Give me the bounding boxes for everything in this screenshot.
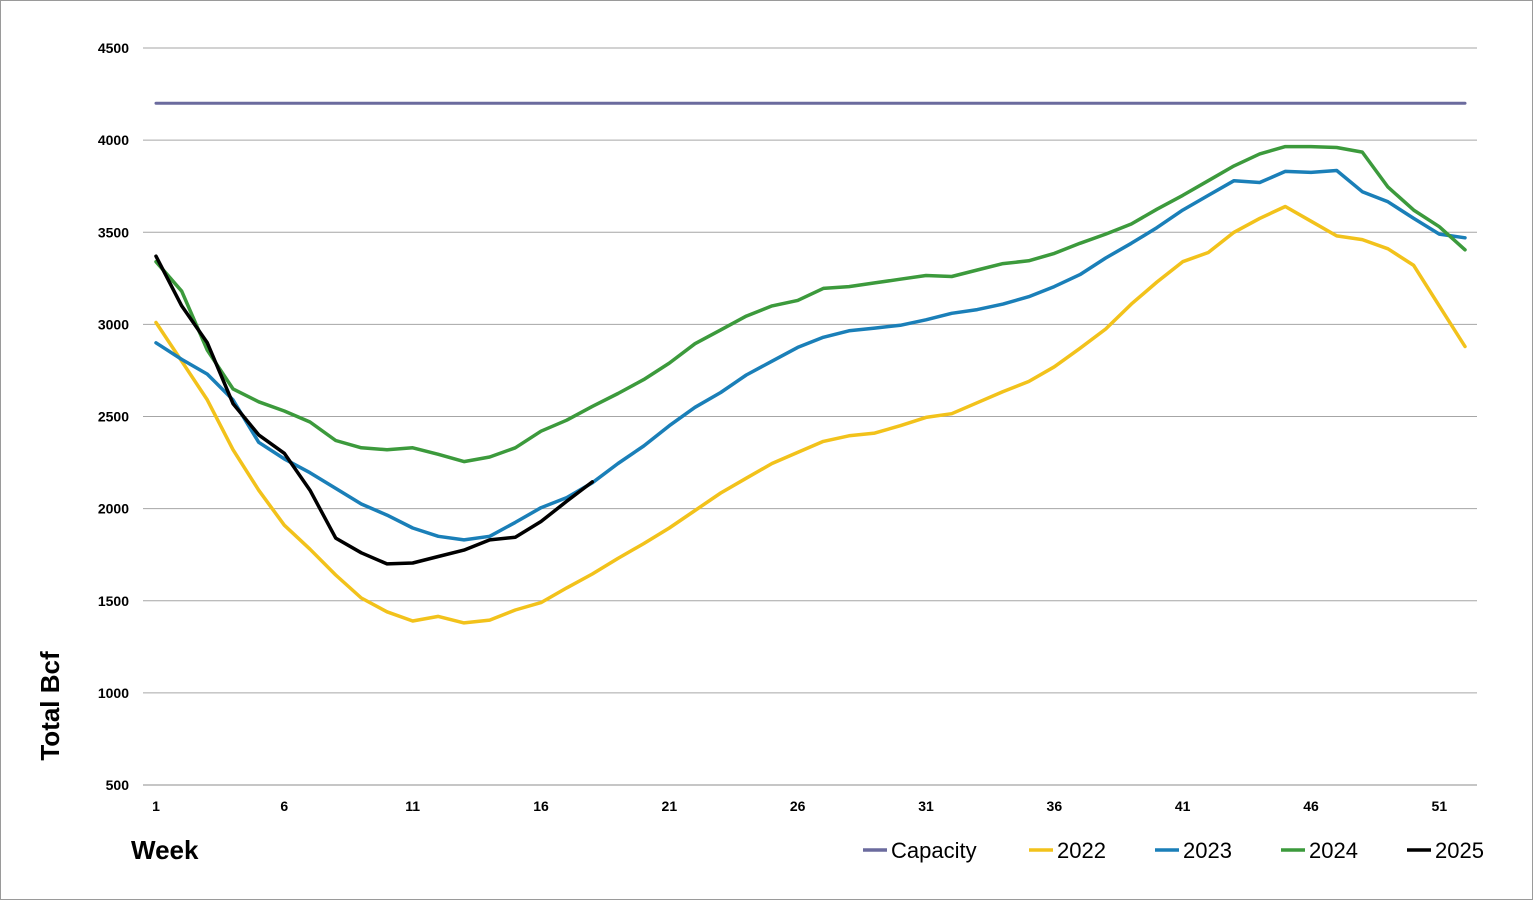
x-tick-label: 21 xyxy=(662,798,678,814)
legend-label: 2023 xyxy=(1183,838,1232,863)
gridlines xyxy=(143,47,1477,786)
y-tick-label: 3500 xyxy=(98,224,129,240)
legend-label: 2025 xyxy=(1435,838,1484,863)
x-tick-label: 46 xyxy=(1303,798,1319,814)
y-tick-label: 1000 xyxy=(98,685,129,701)
x-tick-label: 51 xyxy=(1432,798,1448,814)
x-tick-label: 6 xyxy=(280,798,288,814)
x-tick-label: 36 xyxy=(1047,798,1063,814)
legend-item-capacity: Capacity xyxy=(863,838,977,863)
y-tick-label: 3000 xyxy=(98,316,129,332)
x-tick-label: 1 xyxy=(152,798,160,814)
x-tick-label: 16 xyxy=(533,798,549,814)
y-tick-label: 4500 xyxy=(98,40,129,56)
series-line-2025 xyxy=(154,254,595,566)
legend-label: Capacity xyxy=(891,838,977,863)
legend-item-2022: 2022 xyxy=(1029,838,1106,863)
legend-label: 2022 xyxy=(1057,838,1106,863)
series-line-2023 xyxy=(154,168,1467,542)
series-line-2024 xyxy=(154,144,1467,464)
x-axis-ticks: 1 6 11 16 21 26 31 36 41 46 51 xyxy=(152,798,1447,814)
series-line-2022 xyxy=(154,204,1467,625)
y-axis-ticks: 500 1000 1500 2000 2500 3000 3500 4000 4500 xyxy=(98,40,129,793)
x-tick-label: 11 xyxy=(405,798,420,814)
legend-item-2024: 2024 xyxy=(1281,838,1358,863)
legend-item-2023: 2023 xyxy=(1155,838,1232,863)
legend-label: 2024 xyxy=(1309,838,1358,863)
y-tick-label: 2500 xyxy=(98,409,129,425)
x-tick-label: 31 xyxy=(918,798,934,814)
y-tick-label: 1500 xyxy=(98,593,129,609)
legend: Capacity 2022 2023 2024 2025 xyxy=(863,838,1484,863)
y-tick-label: 4000 xyxy=(98,132,129,148)
y-tick-label: 2000 xyxy=(98,501,129,517)
series-lines xyxy=(154,101,1467,625)
y-axis-title: Total Bcf xyxy=(35,651,65,761)
x-tick-label: 26 xyxy=(790,798,806,814)
legend-item-2025: 2025 xyxy=(1407,838,1484,863)
x-axis-title: Week xyxy=(131,835,199,865)
x-tick-label: 41 xyxy=(1175,798,1191,814)
y-tick-label: 500 xyxy=(106,777,130,793)
